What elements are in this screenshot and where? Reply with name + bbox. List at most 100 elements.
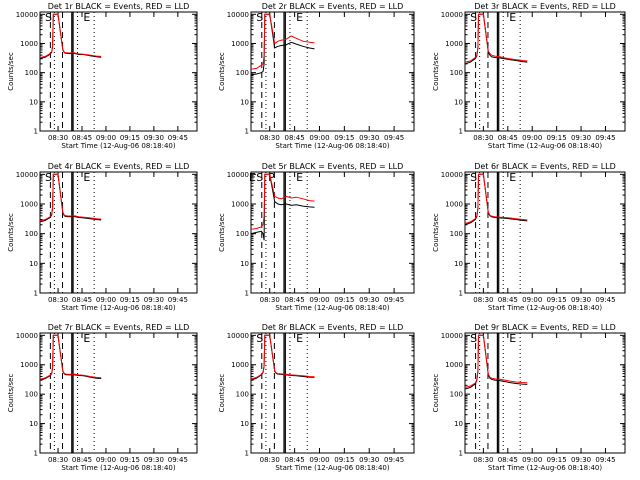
panel-title: Det 5r BLACK = Events, RED = LLD <box>262 162 404 171</box>
x-tick-label: 08:30 <box>48 134 68 142</box>
y-tick-label: 100 <box>450 69 463 77</box>
panel-det-8: Det 8r BLACK = Events, RED = LLD 1 10 100 10… <box>218 323 415 472</box>
event-marker-label: E <box>509 332 516 345</box>
y-tick-label: 1 <box>245 128 249 136</box>
x-tick-label: 09:45 <box>168 296 188 304</box>
panel-title: Det 1r BLACK = Events, RED = LLD <box>48 2 190 11</box>
y-axis-label: Counts/sec <box>432 374 440 413</box>
series-line-lld <box>40 13 102 58</box>
y-tick-label: 1000 <box>231 40 249 48</box>
event-marker-label: E <box>296 11 303 24</box>
x-tick-label: 08:45 <box>285 134 305 142</box>
event-marker-label: S <box>45 171 52 184</box>
event-marker-label: E <box>509 11 516 24</box>
panel-title: Det 7r BLACK = Events, RED = LLD <box>48 323 190 332</box>
x-axis-label: Start Time (12-Aug-06 08:18:40) <box>61 464 175 472</box>
series-line-lld <box>40 334 102 380</box>
x-tick-label: 09:15 <box>334 296 354 304</box>
y-tick-label: 1000 <box>20 40 38 48</box>
x-tick-label: 09:15 <box>120 134 140 142</box>
y-tick-label: 100 <box>450 230 463 238</box>
x-tick-label: 09:30 <box>144 456 164 464</box>
y-axis-label: Counts/sec <box>432 213 440 252</box>
event-marker-label: E <box>296 171 303 184</box>
plot-frame <box>39 171 198 294</box>
y-tick-label: 100 <box>25 69 38 77</box>
series-line-lld <box>251 334 315 380</box>
panel-title: Det 6r BLACK = Events, RED = LLD <box>474 162 616 171</box>
x-tick-label: 09:00 <box>309 296 329 304</box>
x-tick-label: 09:00 <box>96 456 116 464</box>
x-tick-label: 08:30 <box>48 296 68 304</box>
x-tick-label: 08:30 <box>260 134 280 142</box>
x-tick-label: 09:30 <box>359 296 379 304</box>
y-tick-label: 10000 <box>16 171 38 179</box>
event-marker-label: S <box>470 11 477 24</box>
x-tick-label: 09:15 <box>334 456 354 464</box>
y-tick-label: 100 <box>25 391 38 399</box>
y-tick-label: 1 <box>34 450 38 458</box>
x-tick-label: 08:30 <box>48 456 68 464</box>
panel-det-2: Det 2r BLACK = Events, RED = LLD 1 10 100 10… <box>218 2 415 150</box>
x-tick-label: 09:00 <box>309 456 329 464</box>
plot-frame <box>39 332 198 454</box>
y-tick-label: 100 <box>236 69 249 77</box>
x-tick-label: 08:30 <box>473 456 493 464</box>
x-tick-label: 09:00 <box>522 456 542 464</box>
x-tick-label: 08:30 <box>473 134 493 142</box>
event-marker-label: E <box>83 332 90 345</box>
event-marker-label: S <box>470 171 477 184</box>
x-tick-label: 09:00 <box>522 296 542 304</box>
y-tick-label: 1000 <box>20 361 38 369</box>
x-tick-label: 09:15 <box>547 134 567 142</box>
x-tick-label: 09:30 <box>571 456 591 464</box>
x-tick-label: 09:45 <box>384 134 404 142</box>
panel-det-5: Det 5r BLACK = Events, RED = LLD 1 10 100 10… <box>218 162 415 312</box>
x-tick-label: 09:15 <box>334 134 354 142</box>
panel-det-4: Det 4r BLACK = Events, RED = LLD 1 10 100 10… <box>7 162 198 312</box>
series-line-lld <box>251 13 315 70</box>
event-marker-label: E <box>296 332 303 345</box>
panel-title: Det 8r BLACK = Events, RED = LLD <box>262 323 404 332</box>
y-tick-label: 10 <box>454 260 463 268</box>
y-tick-label: 100 <box>236 230 249 238</box>
x-tick-label: 08:30 <box>260 296 280 304</box>
series-line-lld <box>465 13 528 63</box>
y-tick-label: 1000 <box>231 361 249 369</box>
x-tick-label: 09:30 <box>359 456 379 464</box>
panel-title: Det 9r BLACK = Events, RED = LLD <box>474 323 616 332</box>
plot-frame <box>250 332 415 454</box>
y-tick-label: 10000 <box>227 171 249 179</box>
y-tick-label: 10 <box>29 260 38 268</box>
series-line-events <box>40 334 102 381</box>
x-tick-label: 09:00 <box>309 134 329 142</box>
y-axis-label: Counts/sec <box>218 52 226 91</box>
plot-frame <box>250 171 415 294</box>
y-axis-label: Counts/sec <box>218 374 226 413</box>
plot-frame <box>39 11 198 132</box>
y-tick-label: 1 <box>459 450 463 458</box>
plot-frame <box>464 11 626 132</box>
y-tick-label: 10000 <box>441 171 463 179</box>
y-tick-label: 1000 <box>445 361 463 369</box>
series-line-lld <box>40 173 102 222</box>
panel-title: Det 4r BLACK = Events, RED = LLD <box>48 162 190 171</box>
series-line-lld <box>465 334 528 388</box>
x-tick-label: 09:30 <box>359 134 379 142</box>
x-tick-label: 08:45 <box>72 456 92 464</box>
plot-frame <box>464 171 626 294</box>
panel-det-7: Det 7r BLACK = Events, RED = LLD 1 10 100 10… <box>7 323 198 472</box>
x-tick-label: 09:45 <box>384 456 404 464</box>
y-tick-label: 10000 <box>227 11 249 19</box>
event-marker-label: P <box>268 171 275 184</box>
event-marker-label: E <box>509 171 516 184</box>
y-tick-label: 1 <box>34 128 38 136</box>
plot-frame <box>250 11 415 132</box>
y-tick-label: 1000 <box>231 201 249 209</box>
y-tick-label: 1000 <box>445 201 463 209</box>
event-marker-label: S <box>470 332 477 345</box>
y-axis-label: Counts/sec <box>432 52 440 91</box>
x-tick-label: 09:45 <box>168 456 188 464</box>
y-tick-label: 1 <box>34 290 38 298</box>
